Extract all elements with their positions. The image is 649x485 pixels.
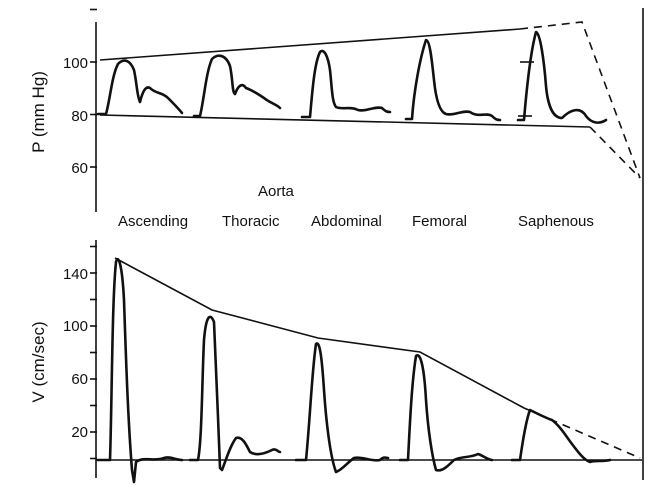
pressure-upper-envelope xyxy=(99,28,521,61)
pressure-wave-femoral xyxy=(404,38,502,122)
site-labels: Aorta Ascending Thoracic Abdominal Femor… xyxy=(118,183,594,230)
aorta-group-label: Aorta xyxy=(258,183,295,200)
velocity-wave-saphenous xyxy=(510,408,612,464)
velocity-panel: 140 100 60 20 V (cm/sec) xyxy=(29,240,642,484)
velocity-wave-ascending xyxy=(96,257,184,484)
velocity-tick-label: 60 xyxy=(71,371,88,388)
velocity-wave-thoracic xyxy=(188,315,282,472)
pressure-wave-ascending xyxy=(96,59,184,116)
site-label-saphenous: Saphenous xyxy=(518,213,594,230)
pressure-lower-envelope xyxy=(99,114,591,128)
site-label-abdominal: Abdominal xyxy=(311,213,382,230)
velocity-axis-title: V (cm/sec) xyxy=(29,321,48,402)
site-label-femoral: Femoral xyxy=(412,213,467,230)
pressure-tick-label: 60 xyxy=(71,160,88,177)
velocity-tick-label: 20 xyxy=(71,424,88,441)
velocity-envelope xyxy=(114,257,525,409)
site-label-ascending: Ascending xyxy=(118,213,188,230)
pressure-upper-envelope-dashed xyxy=(519,21,641,179)
velocity-wave-abdominal xyxy=(294,342,390,474)
pressure-wave-saphenous xyxy=(516,30,608,124)
pressure-lower-envelope-dashed xyxy=(589,126,641,179)
pressure-tick-label: 80 xyxy=(71,108,88,125)
site-label-thoracic: Thoracic xyxy=(222,213,280,230)
pressure-tick-label: 100 xyxy=(63,55,88,72)
pressure-panel: 100 80 60 P (mm Hg) xyxy=(29,8,644,480)
velocity-wave-femoral xyxy=(398,353,494,472)
velocity-ticks xyxy=(90,245,97,460)
pressure-wave-abdominal xyxy=(300,49,392,119)
pressure-wave-thoracic xyxy=(192,54,282,118)
velocity-tick-label: 100 xyxy=(63,318,88,335)
velocity-tick-label: 140 xyxy=(63,266,88,283)
pressure-axis-title: P (mm Hg) xyxy=(29,71,48,153)
pressure-ticks xyxy=(90,8,97,168)
